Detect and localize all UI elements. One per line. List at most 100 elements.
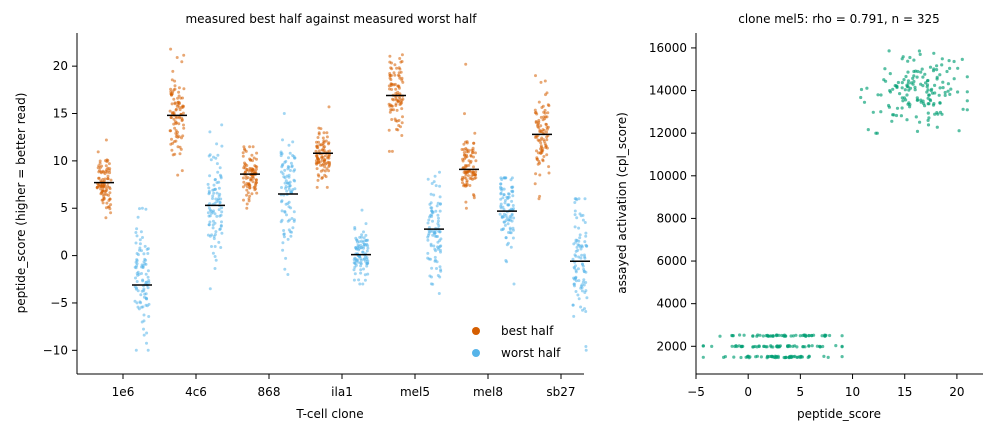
right-point <box>965 99 969 103</box>
left-point <box>535 149 538 153</box>
left-point <box>362 230 365 234</box>
right-point <box>732 355 736 359</box>
left-point <box>292 219 296 223</box>
left-point <box>535 156 539 160</box>
left-point <box>215 191 219 195</box>
right-x-tick-label: 20 <box>949 385 964 399</box>
right-point <box>718 334 722 338</box>
right-point <box>862 100 867 104</box>
left-point <box>543 142 547 146</box>
left-point <box>434 184 438 188</box>
left-point <box>574 268 578 272</box>
left-point <box>208 153 212 157</box>
left-point <box>104 138 108 142</box>
left-point <box>435 267 438 270</box>
left-point <box>210 245 213 248</box>
left-point <box>585 244 589 248</box>
left-point <box>362 267 365 271</box>
left-point <box>207 192 211 196</box>
left-point <box>574 240 578 244</box>
left-point <box>360 235 364 239</box>
left-point <box>573 253 577 257</box>
right-point <box>826 355 830 359</box>
left-point <box>214 197 218 201</box>
left-point <box>325 131 329 135</box>
left-point <box>581 308 584 312</box>
left-point <box>361 240 365 244</box>
left-point <box>512 207 515 211</box>
right-point <box>701 344 705 348</box>
left-point <box>465 153 468 157</box>
left-point <box>173 152 177 156</box>
left-point <box>464 62 468 66</box>
left-point <box>436 240 440 244</box>
right-point <box>925 85 929 89</box>
left-point <box>142 252 146 256</box>
right-point <box>965 108 969 112</box>
left-point <box>432 193 436 197</box>
left-point <box>584 289 588 293</box>
left-point <box>388 76 392 80</box>
left-point <box>109 178 113 182</box>
left-point <box>220 123 224 127</box>
right-point <box>935 68 939 72</box>
left-point <box>545 153 549 157</box>
left-point <box>178 108 182 112</box>
left-point <box>474 159 478 163</box>
left-point <box>537 197 541 201</box>
left-y-ticks: −10 −5 0 5 10 15 20 <box>43 59 77 357</box>
left-point <box>102 183 106 187</box>
left-point <box>545 135 549 139</box>
left-point <box>364 222 368 226</box>
left-point <box>220 206 224 210</box>
right-point <box>927 116 931 120</box>
left-point <box>438 195 442 199</box>
left-point <box>241 176 245 180</box>
left-point <box>580 262 584 266</box>
right-point <box>769 345 773 349</box>
left-point <box>546 125 550 129</box>
left-point <box>217 194 221 198</box>
right-point <box>777 345 782 349</box>
right-point <box>875 131 879 135</box>
left-point <box>509 178 513 182</box>
right-point <box>935 125 939 129</box>
right-point <box>901 99 905 103</box>
left-point <box>248 157 252 161</box>
left-point <box>138 242 142 246</box>
left-point <box>243 170 247 174</box>
left-point <box>438 209 442 213</box>
right-point <box>887 105 892 109</box>
right-point <box>916 69 920 74</box>
left-point <box>360 233 364 237</box>
left-point <box>215 214 219 218</box>
left-point <box>390 104 394 108</box>
right-point <box>730 344 734 348</box>
left-point <box>359 259 363 262</box>
left-point <box>217 208 221 212</box>
left-point <box>104 216 108 220</box>
right-point <box>840 344 844 348</box>
left-point <box>387 149 391 153</box>
left-point <box>463 112 466 116</box>
left-point <box>436 235 439 238</box>
left-point <box>101 201 105 205</box>
left-point <box>468 184 472 187</box>
right-point <box>807 334 811 338</box>
right-point <box>926 118 930 122</box>
left-point <box>539 141 543 145</box>
right-point <box>735 344 739 349</box>
left-point <box>139 293 143 297</box>
left-point <box>439 237 443 241</box>
left-point <box>172 97 176 101</box>
left-point <box>211 226 215 230</box>
left-point <box>219 176 223 180</box>
left-point <box>427 218 431 222</box>
left-point <box>208 287 212 291</box>
left-point <box>210 211 213 215</box>
left-point <box>245 168 249 172</box>
right-point <box>940 57 944 61</box>
left-point <box>244 174 248 178</box>
left-point <box>504 213 508 217</box>
left-point <box>146 348 150 352</box>
